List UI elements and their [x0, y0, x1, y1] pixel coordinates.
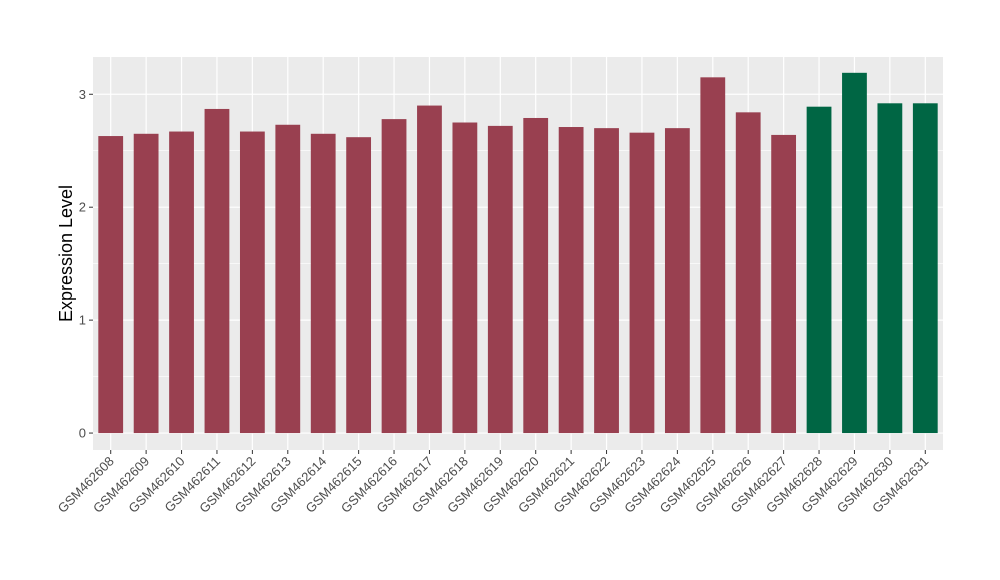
- bar-GSM462628: [806, 106, 832, 434]
- bar-GSM462618: [452, 122, 478, 434]
- bar-GSM462614: [310, 133, 336, 434]
- y-axis: 0 1 2 3: [79, 87, 93, 441]
- bar-GSM462610: [169, 131, 194, 434]
- bar-GSM462620: [523, 117, 549, 434]
- x-axis: GSM462608GSM462609GSM462610GSM462611GSM4…: [55, 450, 931, 516]
- y-tick-label: 2: [79, 200, 86, 215]
- bar-GSM462611: [204, 108, 230, 434]
- bar-GSM462626: [735, 112, 761, 434]
- bar-GSM462617: [417, 105, 442, 434]
- bar-GSM462615: [346, 137, 372, 434]
- plot-panel: [93, 57, 943, 450]
- y-axis-title: Expression Level: [56, 185, 76, 322]
- bar-GSM462627: [771, 134, 797, 434]
- bar-GSM462631: [912, 103, 938, 434]
- bar-GSM462629: [842, 72, 867, 434]
- y-tick-label: 1: [79, 313, 86, 328]
- bar-GSM462622: [594, 128, 619, 434]
- bar-GSM462619: [487, 125, 513, 434]
- bar-GSM462613: [275, 124, 301, 434]
- bar-GSM462625: [700, 77, 726, 434]
- bars: [98, 72, 938, 434]
- y-tick-label: 3: [79, 87, 86, 102]
- bar-GSM462624: [664, 128, 690, 434]
- bar-GSM462612: [239, 131, 265, 434]
- bar-GSM462623: [629, 132, 655, 434]
- bar-GSM462616: [381, 119, 407, 434]
- bar-GSM462609: [133, 133, 159, 434]
- y-tick-label: 0: [79, 426, 86, 441]
- bar-GSM462608: [98, 136, 124, 434]
- bar-GSM462621: [558, 127, 584, 434]
- bar-GSM462630: [877, 103, 903, 434]
